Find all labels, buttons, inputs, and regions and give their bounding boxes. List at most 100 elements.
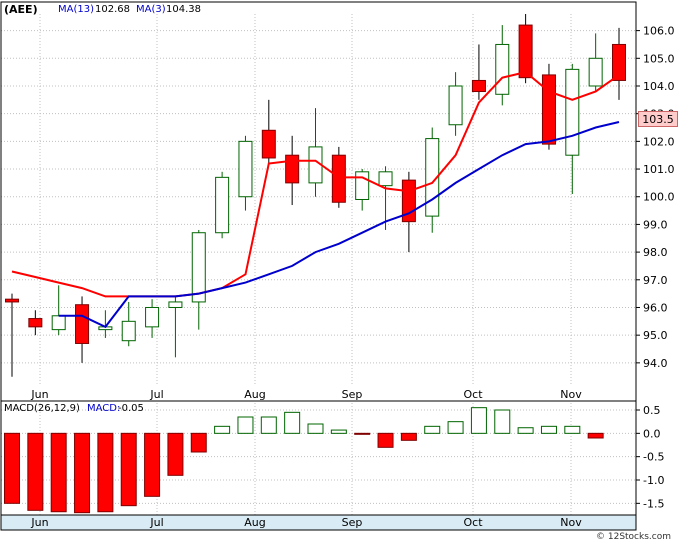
candle-body — [121, 320, 136, 342]
chart-title: (AEE) — [4, 3, 38, 16]
price-tick-label: 106.0 — [643, 25, 675, 38]
candle-body — [471, 79, 486, 93]
macd-bar — [284, 411, 301, 434]
macd-month-label: Jul — [149, 516, 163, 529]
price-tick-label: 97.0 — [643, 274, 668, 287]
candle-body — [75, 304, 90, 344]
price-month-label: Jun — [30, 388, 48, 401]
macd-bar — [377, 432, 394, 448]
price-month-label: Jul — [149, 388, 163, 401]
macd-bar — [237, 416, 254, 434]
price-tick-label: 104.0 — [643, 80, 675, 93]
macd-bar — [120, 432, 137, 507]
ma3-line — [11, 71, 620, 298]
macd-bar — [400, 432, 417, 441]
price-tick-label: 101.0 — [643, 163, 675, 176]
macd-params: MACD(26,12,9) — [4, 403, 80, 414]
price-tick-label: 96.0 — [643, 301, 668, 314]
price-marks — [5, 14, 626, 377]
macd-bar — [587, 432, 604, 439]
candle-body — [448, 85, 463, 126]
candle-body — [285, 154, 300, 184]
macd-bar — [144, 432, 161, 497]
price-tick-label: 105.0 — [643, 52, 675, 65]
candle-body — [378, 171, 393, 187]
macd-month-label: Aug — [244, 516, 265, 529]
legend-ma3-label: MA(3) — [136, 4, 166, 15]
macd-bar — [167, 432, 184, 476]
price-tick-label: 100.0 — [643, 191, 675, 204]
macd-month-label: Nov — [560, 516, 582, 529]
candle-body — [331, 154, 346, 203]
macd-bar — [494, 409, 511, 434]
macd-bar — [424, 425, 441, 434]
price-tick-label: 99.0 — [643, 218, 668, 231]
macd-tick-label: -1.5 — [643, 497, 664, 510]
candle-body — [518, 24, 533, 79]
candle-body — [238, 140, 253, 198]
price-month-label: Nov — [560, 388, 582, 401]
macd-value: -0.05 — [118, 403, 144, 414]
macd-tick-label: 0.5 — [643, 404, 661, 417]
macd-bar — [447, 421, 464, 434]
candle-body — [588, 57, 603, 87]
macd-label: MACD: — [87, 403, 121, 414]
candle-body — [51, 315, 66, 331]
candle-body — [191, 232, 206, 303]
macd-month-label: Sep — [342, 516, 363, 529]
watermark-text: © 12Stocks.com — [596, 532, 671, 542]
macd-grid — [1, 403, 636, 515]
candle-body — [215, 176, 230, 234]
candle-body — [565, 68, 580, 156]
macd-bar — [470, 407, 487, 434]
macd-bar — [74, 432, 91, 514]
macd-bar — [564, 425, 581, 434]
legend-ma3-value: 104.38 — [166, 4, 201, 15]
ma13-line — [58, 121, 620, 329]
candle-body — [541, 74, 556, 145]
macd-tick-label: 0.0 — [643, 427, 661, 440]
macd-bar — [260, 416, 277, 434]
candle-body — [5, 298, 19, 303]
macd-bar — [540, 425, 557, 434]
price-month-label: Oct — [463, 388, 483, 401]
price-panel-frame — [0, 1, 637, 402]
legend-ma13-value: 102.68 — [95, 4, 130, 15]
legend-ma13-label: MA(13) — [58, 4, 94, 15]
candle-body — [28, 318, 43, 328]
macd-bar — [27, 432, 44, 511]
candle-body — [168, 301, 183, 308]
date-band — [0, 514, 637, 531]
candle-body — [145, 306, 160, 328]
macd-marks — [4, 407, 604, 514]
macd-bar — [214, 425, 231, 434]
price-tick-label: 94.0 — [643, 357, 668, 370]
price-month-label: Aug — [244, 388, 265, 401]
macd-bar — [330, 429, 347, 434]
panel-frames — [0, 1, 637, 516]
macd-bar — [4, 432, 20, 504]
macd-bar — [50, 432, 67, 513]
price-axis: 94.0 95.0 96.0 97.0 98.0 99.0 100.0 101.0 102.0 1… — [30, 25, 674, 401]
price-tick-label: 95.0 — [643, 329, 668, 342]
macd-month-label: Oct — [463, 516, 483, 529]
macd-month-label: Jun — [30, 516, 48, 529]
price-tick-label: 102.0 — [643, 135, 675, 148]
candle-body — [495, 43, 510, 95]
price-tick-label: 98.0 — [643, 246, 668, 259]
macd-bar — [354, 432, 371, 435]
macd-tick-label: -0.5 — [643, 451, 664, 464]
macd-bar — [97, 432, 114, 513]
macd-bar — [190, 432, 207, 453]
candle-body — [261, 129, 276, 159]
macd-bar — [307, 423, 324, 434]
price-grid — [1, 14, 636, 385]
macd-panel-frame — [0, 400, 637, 516]
price-month-label: Sep — [342, 388, 363, 401]
candle-body — [355, 171, 370, 200]
macd-axis: 0.5 0.0 -0.5 -1.0 -1.5 Jun Jul Aug Sep Oct Nov — [0, 404, 664, 531]
last-price-badge: 103.5 — [638, 111, 678, 127]
candle-body — [612, 43, 626, 81]
macd-bar — [517, 427, 534, 434]
